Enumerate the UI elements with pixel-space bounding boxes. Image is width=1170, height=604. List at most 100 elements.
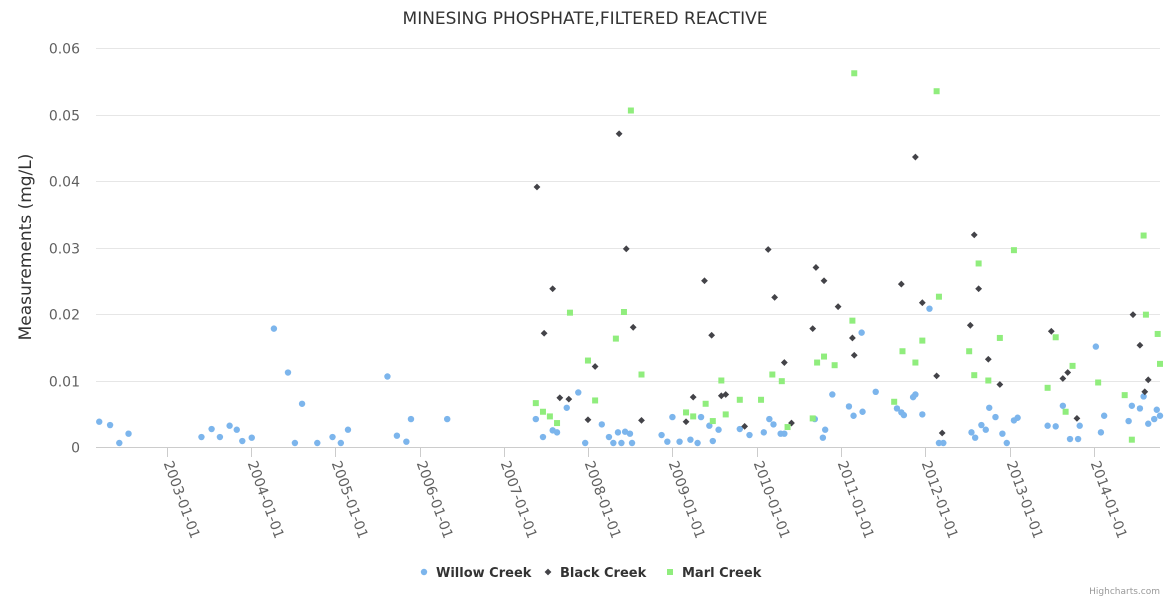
data-point[interactable]: [1140, 393, 1147, 400]
data-point[interactable]: [563, 404, 570, 411]
data-point[interactable]: [1136, 341, 1144, 349]
data-point[interactable]: [968, 429, 975, 436]
data-point[interactable]: [849, 334, 856, 342]
data-point[interactable]: [709, 418, 716, 425]
data-point[interactable]: [546, 413, 553, 420]
data-point[interactable]: [975, 285, 983, 293]
data-point[interactable]: [1154, 330, 1161, 337]
data-point[interactable]: [1095, 379, 1102, 386]
data-point[interactable]: [758, 396, 765, 403]
data-point[interactable]: [1052, 423, 1059, 430]
data-point[interactable]: [1003, 439, 1010, 447]
data-point[interactable]: [821, 353, 828, 360]
data-point[interactable]: [291, 439, 299, 447]
data-point[interactable]: [849, 317, 856, 324]
data-point[interactable]: [1073, 415, 1081, 422]
data-point[interactable]: [850, 351, 858, 359]
data-point[interactable]: [971, 372, 978, 379]
data-point[interactable]: [1157, 360, 1163, 367]
data-point[interactable]: [553, 429, 561, 436]
data-point[interactable]: [935, 439, 943, 447]
data-point[interactable]: [329, 433, 336, 441]
data-point[interactable]: [549, 285, 557, 293]
data-point[interactable]: [689, 393, 697, 401]
data-point[interactable]: [985, 377, 992, 384]
data-point[interactable]: [982, 426, 989, 433]
data-point[interactable]: [1128, 402, 1136, 409]
data-point[interactable]: [216, 433, 224, 441]
data-point[interactable]: [612, 335, 619, 342]
data-point[interactable]: [1069, 362, 1076, 369]
data-point[interactable]: [718, 377, 725, 384]
data-point[interactable]: [771, 293, 779, 301]
data-point[interactable]: [996, 334, 1003, 341]
data-point[interactable]: [1142, 311, 1149, 318]
data-point[interactable]: [565, 395, 573, 403]
data-point[interactable]: [912, 391, 919, 398]
data-point[interactable]: [682, 418, 690, 426]
data-point[interactable]: [766, 415, 773, 423]
data-point[interactable]: [96, 418, 103, 425]
data-point[interactable]: [393, 432, 401, 439]
data-point[interactable]: [900, 411, 908, 419]
data-point[interactable]: [912, 359, 919, 366]
data-point[interactable]: [821, 426, 829, 433]
data-point[interactable]: [344, 426, 352, 433]
data-point[interactable]: [893, 405, 901, 412]
data-point[interactable]: [809, 415, 816, 422]
data-point[interactable]: [1010, 247, 1017, 254]
data-point[interactable]: [1097, 429, 1105, 436]
data-point[interactable]: [938, 429, 946, 437]
data-point[interactable]: [554, 420, 561, 427]
data-point[interactable]: [919, 411, 926, 418]
data-point[interactable]: [581, 439, 589, 447]
data-point[interactable]: [926, 305, 933, 312]
data-point[interactable]: [736, 396, 743, 403]
data-point[interactable]: [591, 363, 599, 370]
data-point[interactable]: [407, 415, 415, 423]
data-point[interactable]: [233, 426, 240, 433]
data-point[interactable]: [897, 280, 905, 288]
data-point[interactable]: [584, 416, 592, 424]
data-point[interactable]: [764, 246, 772, 253]
data-point[interactable]: [819, 434, 827, 441]
data-point[interactable]: [1044, 384, 1051, 391]
data-point[interactable]: [708, 331, 716, 339]
data-point[interactable]: [820, 277, 828, 285]
data-point[interactable]: [298, 400, 306, 407]
data-point[interactable]: [1059, 402, 1067, 409]
data-point[interactable]: [966, 321, 974, 329]
data-point[interactable]: [1052, 334, 1059, 341]
data-point[interactable]: [812, 264, 820, 271]
data-point[interactable]: [859, 408, 866, 415]
data-point[interactable]: [814, 359, 821, 366]
data-point[interactable]: [628, 439, 636, 447]
data-point[interactable]: [627, 107, 634, 114]
data-point[interactable]: [690, 413, 697, 420]
data-point[interactable]: [614, 429, 622, 436]
data-point[interactable]: [226, 422, 233, 429]
data-point[interactable]: [314, 439, 321, 447]
data-point[interactable]: [532, 400, 539, 407]
data-point[interactable]: [1047, 327, 1055, 335]
data-point[interactable]: [622, 245, 630, 253]
data-point[interactable]: [540, 329, 548, 337]
data-point[interactable]: [1136, 405, 1144, 412]
legend-item-willow-creek[interactable]: Willow Creek: [420, 566, 532, 581]
data-point[interactable]: [975, 260, 982, 267]
data-point[interactable]: [1074, 435, 1082, 443]
data-point[interactable]: [784, 424, 791, 431]
data-point[interactable]: [780, 359, 788, 366]
data-point[interactable]: [1156, 412, 1164, 419]
data-point[interactable]: [1141, 388, 1149, 396]
data-point[interactable]: [872, 388, 879, 396]
data-point[interactable]: [919, 337, 926, 344]
data-point[interactable]: [584, 357, 591, 364]
data-point[interactable]: [706, 422, 713, 429]
credits-link[interactable]: Highcharts.com: [1089, 587, 1160, 597]
data-point[interactable]: [1128, 436, 1135, 443]
legend-item-black-creek[interactable]: Black Creek: [544, 566, 647, 581]
data-point[interactable]: [831, 362, 838, 369]
data-point[interactable]: [125, 430, 132, 437]
data-point[interactable]: [1153, 406, 1160, 413]
